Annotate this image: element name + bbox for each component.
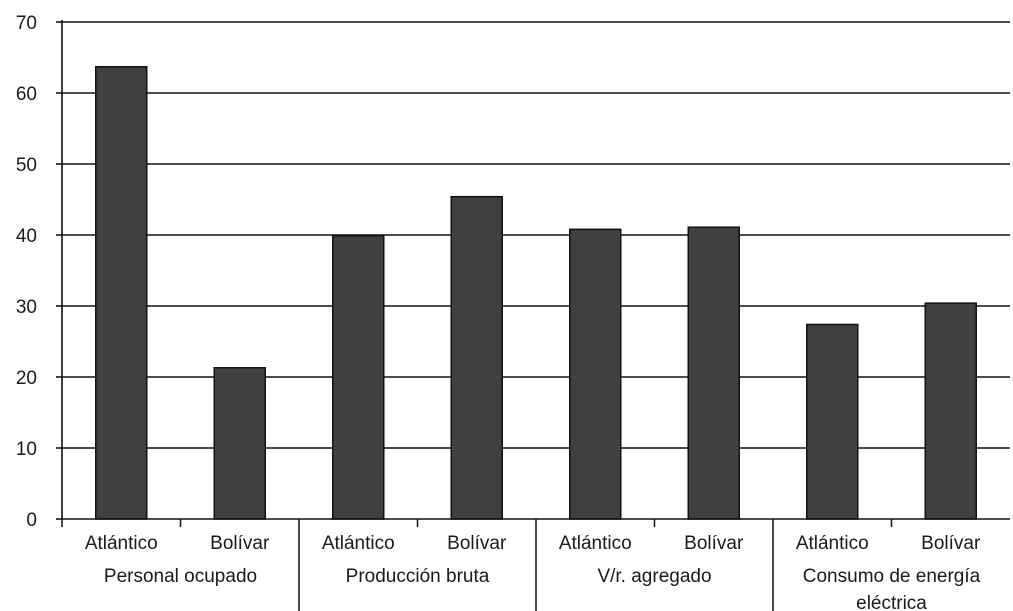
group-label: Personal ocupado: [104, 566, 257, 587]
y-tick-label: 0: [26, 510, 37, 531]
bar-atlantico: [569, 228, 622, 520]
bar-bolivar: [924, 302, 977, 520]
category-label: Bolívar: [447, 533, 507, 554]
y-tick-label: 10: [16, 439, 37, 460]
category-label: Bolívar: [684, 533, 744, 554]
gridlines: [62, 21, 1010, 449]
group-label: Consumo de energía: [803, 566, 981, 587]
y-tick-label: 30: [16, 297, 37, 318]
bar-atlantico: [332, 234, 385, 520]
group-label: V/r. agregado: [597, 566, 711, 587]
category-label: Atlántico: [796, 533, 869, 554]
bar-atlantico: [806, 323, 859, 520]
category-label: Bolívar: [921, 533, 981, 554]
bar-bolivar: [213, 367, 266, 520]
category-label: Atlántico: [322, 533, 395, 554]
bars: [95, 65, 977, 520]
y-tick-label: 20: [16, 368, 37, 389]
group-label: Producción bruta: [346, 566, 490, 587]
y-tick-label: 40: [16, 226, 37, 247]
axes: [56, 20, 1010, 611]
group-label: eléctrica: [856, 593, 927, 611]
bar-atlantico: [95, 65, 148, 520]
bar-bolivar: [450, 195, 503, 520]
labels: 0 10 20 30 40 50 60 70 Atlántico Bolívar Personal …: [16, 13, 981, 611]
y-tick-label: 70: [16, 13, 37, 34]
y-tick-label: 50: [16, 155, 37, 176]
y-tick-label: 60: [16, 84, 37, 105]
category-label: Bolívar: [210, 533, 270, 554]
category-label: Atlántico: [85, 533, 158, 554]
bar-bolivar: [687, 226, 740, 520]
category-label: Atlántico: [559, 533, 632, 554]
